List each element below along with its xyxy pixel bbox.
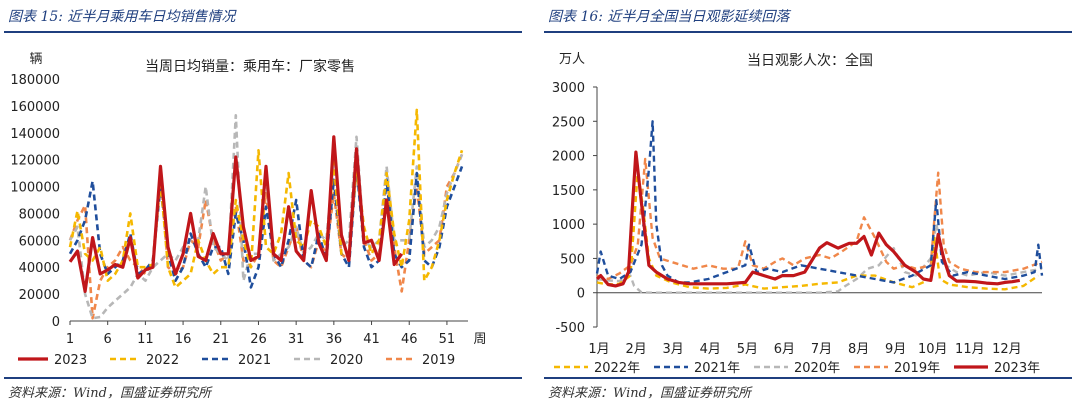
right-panel: 图表 16: 近半月全国当日观影延续回落 当日观影人次：全国 万人 -500 0 500… bbox=[540, 0, 1080, 407]
x-tick-label: 9月 bbox=[885, 342, 906, 357]
x-tick-label: 36 bbox=[326, 332, 343, 347]
y-tick-label: 2500 bbox=[552, 115, 585, 130]
x-tick-label: 8月 bbox=[848, 342, 869, 357]
x-tick-label: 16 bbox=[175, 332, 192, 347]
right-source-note: 资料来源：Wind，国盛证券研究所 bbox=[548, 386, 751, 401]
y-tick-label: 20000 bbox=[19, 288, 60, 303]
x-tick-label: 3月 bbox=[663, 342, 684, 357]
series-line-2019年 bbox=[596, 157, 1043, 281]
x-tick-label: 41 bbox=[363, 332, 380, 347]
x-tick-label: 6 bbox=[104, 332, 112, 347]
y-tick-label: 60000 bbox=[19, 234, 60, 249]
x-tick-label: 12月 bbox=[992, 342, 1022, 357]
legend-label-2021: 2021 bbox=[238, 353, 271, 368]
car-sales-chart: 当周日均销量：乘用车：厂家零售 辆 0 20000 40000 60000 80000 100… bbox=[10, 52, 486, 368]
x-tick-label: 46 bbox=[401, 332, 418, 347]
legend-label-2021年: 2021年 bbox=[694, 361, 740, 376]
y-axis-unit: 辆 bbox=[29, 52, 42, 67]
x-tick-label: 6月 bbox=[774, 342, 795, 357]
y-tick-label: 160000 bbox=[10, 100, 60, 115]
left-bottom-rule bbox=[4, 377, 522, 379]
left-panel: 图表 15: 近半月乘用车日均销售情况 当周日均销量：乘用车：厂家零售 辆 0 200… bbox=[0, 0, 530, 407]
legend-label-2022年: 2022年 bbox=[594, 361, 640, 376]
x-tick-label: 26 bbox=[250, 332, 267, 347]
y-axis-unit: 万人 bbox=[559, 52, 585, 67]
y-tick-label: 40000 bbox=[19, 261, 60, 276]
x-axis-unit: 周 bbox=[473, 332, 486, 347]
y-tick-label: 2000 bbox=[552, 150, 585, 165]
right-top-rule bbox=[544, 31, 1072, 33]
y-tick-label: 120000 bbox=[10, 154, 60, 169]
left-top-rule bbox=[4, 31, 522, 33]
x-tick-label: 11月 bbox=[955, 342, 985, 357]
legend-label-2019: 2019 bbox=[422, 353, 455, 368]
series-line-2022 bbox=[68, 108, 464, 289]
legend-label-2023: 2023 bbox=[54, 353, 87, 368]
y-tick-label: -500 bbox=[555, 321, 585, 336]
legend-label-2019年: 2019年 bbox=[894, 361, 940, 376]
x-tick-label: 7月 bbox=[811, 342, 832, 357]
box-office-chart: 当日观影人次：全国 万人 -500 0 500 1000 1500 2000 2500 3000 1… bbox=[552, 52, 1044, 376]
y-tick-label: 180000 bbox=[10, 73, 60, 88]
x-tick-label: 5月 bbox=[737, 342, 758, 357]
y-tick-label: 0 bbox=[52, 315, 60, 330]
y-tick-label: 100000 bbox=[10, 181, 60, 196]
y-tick-label: 1000 bbox=[552, 218, 585, 233]
x-tick-label: 21 bbox=[212, 332, 229, 347]
legend-label-2020: 2020 bbox=[330, 353, 363, 368]
y-tick-label: 140000 bbox=[10, 127, 60, 142]
y-tick-label: 0 bbox=[577, 287, 585, 302]
x-tick-label: 1月 bbox=[588, 342, 609, 357]
y-tick-label: 80000 bbox=[19, 207, 60, 222]
series-line-2023年 bbox=[595, 150, 1021, 288]
series-line-2022年 bbox=[596, 168, 1039, 291]
x-tick-label: 10月 bbox=[918, 342, 948, 357]
x-tick-label: 1 bbox=[66, 332, 74, 347]
right-bottom-rule bbox=[544, 377, 1072, 379]
series-line-2023 bbox=[68, 135, 404, 293]
right-figure-title: 图表 16: 近半月全国当日观影延续回落 bbox=[548, 9, 790, 25]
x-tick-label: 51 bbox=[439, 332, 456, 347]
series-line-2020年 bbox=[596, 222, 1043, 294]
x-tick-label: 31 bbox=[288, 332, 305, 347]
legend-label-2023年: 2023年 bbox=[994, 361, 1040, 376]
chart-title: 当日观影人次：全国 bbox=[747, 52, 873, 69]
y-tick-label: 3000 bbox=[552, 81, 585, 96]
x-tick-label: 4月 bbox=[700, 342, 721, 357]
left-source-note: 资料来源：Wind，国盛证券研究所 bbox=[8, 386, 211, 401]
series-line-2021年 bbox=[595, 120, 1044, 284]
x-tick-label: 2月 bbox=[625, 342, 646, 357]
chart-title: 当周日均销量：乘用车：厂家零售 bbox=[145, 58, 355, 75]
left-figure-title: 图表 15: 近半月乘用车日均销售情况 bbox=[8, 9, 236, 25]
legend-label-2020年: 2020年 bbox=[794, 361, 840, 376]
x-tick-label: 11 bbox=[137, 332, 154, 347]
legend-label-2022: 2022 bbox=[146, 353, 179, 368]
y-tick-label: 500 bbox=[560, 252, 585, 267]
y-tick-label: 1500 bbox=[552, 184, 585, 199]
